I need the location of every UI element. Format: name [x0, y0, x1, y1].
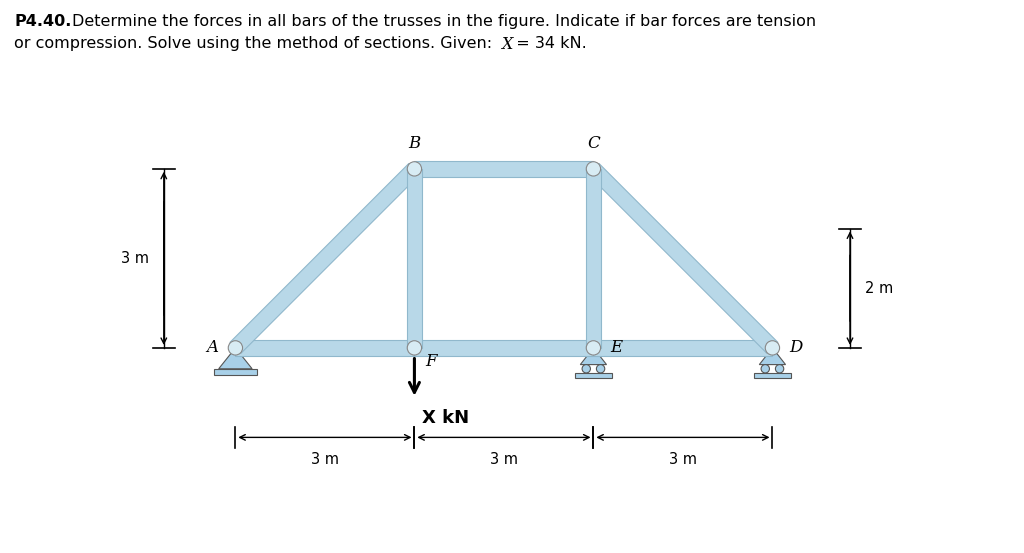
Text: P4.40.: P4.40. [14, 14, 72, 29]
Polygon shape [236, 340, 415, 356]
Circle shape [228, 341, 243, 355]
Polygon shape [760, 348, 785, 364]
Text: F: F [425, 353, 436, 369]
Text: B: B [409, 135, 421, 152]
Circle shape [761, 364, 769, 373]
Text: D: D [790, 340, 803, 356]
Polygon shape [594, 340, 772, 356]
Polygon shape [415, 340, 594, 356]
Text: A: A [207, 340, 219, 356]
Text: C: C [587, 135, 600, 152]
Polygon shape [219, 348, 252, 369]
Polygon shape [586, 169, 601, 348]
Circle shape [587, 341, 601, 355]
Text: 3 m: 3 m [489, 452, 518, 467]
Circle shape [408, 161, 422, 176]
Circle shape [587, 161, 601, 176]
Circle shape [408, 341, 422, 355]
Text: 3 m: 3 m [311, 452, 339, 467]
Text: 2 m: 2 m [865, 281, 893, 296]
Bar [754, 373, 791, 378]
Text: or compression. Solve using the method of sections. Given:: or compression. Solve using the method o… [14, 36, 498, 51]
Text: = 34 kN.: = 34 kN. [513, 36, 587, 51]
Circle shape [775, 364, 783, 373]
Bar [214, 369, 257, 375]
Circle shape [582, 364, 591, 373]
Circle shape [765, 341, 779, 355]
Circle shape [596, 364, 605, 373]
Polygon shape [230, 163, 420, 353]
Text: E: E [610, 340, 623, 356]
Polygon shape [588, 163, 778, 353]
Polygon shape [581, 348, 606, 364]
Text: X kN: X kN [422, 409, 469, 427]
Polygon shape [415, 161, 594, 176]
Text: X: X [501, 36, 512, 53]
Text: 3 m: 3 m [669, 452, 697, 467]
Text: Determine the forces in all bars of the trusses in the figure. Indicate if bar f: Determine the forces in all bars of the … [72, 14, 816, 29]
Polygon shape [407, 169, 422, 348]
Text: 3 m: 3 m [121, 251, 148, 266]
Bar [575, 373, 611, 378]
